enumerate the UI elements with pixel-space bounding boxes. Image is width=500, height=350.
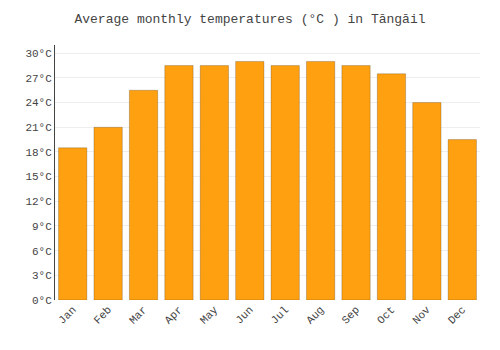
svg-text:May: May	[198, 304, 221, 327]
svg-text:Jul: Jul	[269, 304, 291, 326]
svg-text:24°C: 24°C	[25, 97, 52, 109]
svg-text:27°C: 27°C	[25, 73, 52, 85]
svg-text:Aug: Aug	[304, 304, 326, 326]
svg-text:18°C: 18°C	[25, 147, 52, 159]
svg-text:3°C: 3°C	[32, 270, 52, 282]
svg-text:Mar: Mar	[127, 304, 149, 326]
svg-text:15°C: 15°C	[25, 171, 52, 183]
svg-text:0°C: 0°C	[32, 295, 52, 307]
svg-text:Apr: Apr	[162, 304, 184, 326]
svg-text:12°C: 12°C	[25, 196, 52, 208]
svg-text:Jan: Jan	[56, 304, 78, 326]
svg-text:6°C: 6°C	[32, 246, 52, 258]
svg-text:30°C: 30°C	[25, 48, 52, 60]
svg-text:Nov: Nov	[410, 304, 433, 327]
svg-text:9°C: 9°C	[32, 221, 52, 233]
svg-text:Average monthly temperatures (: Average monthly temperatures (°C ) in Tā…	[74, 12, 425, 27]
svg-text:21°C: 21°C	[25, 122, 52, 134]
svg-text:Dec: Dec	[446, 304, 468, 326]
svg-text:Oct: Oct	[375, 304, 397, 326]
svg-text:Feb: Feb	[92, 304, 114, 326]
svg-text:Jun: Jun	[233, 304, 255, 326]
svg-text:Sep: Sep	[340, 304, 362, 326]
